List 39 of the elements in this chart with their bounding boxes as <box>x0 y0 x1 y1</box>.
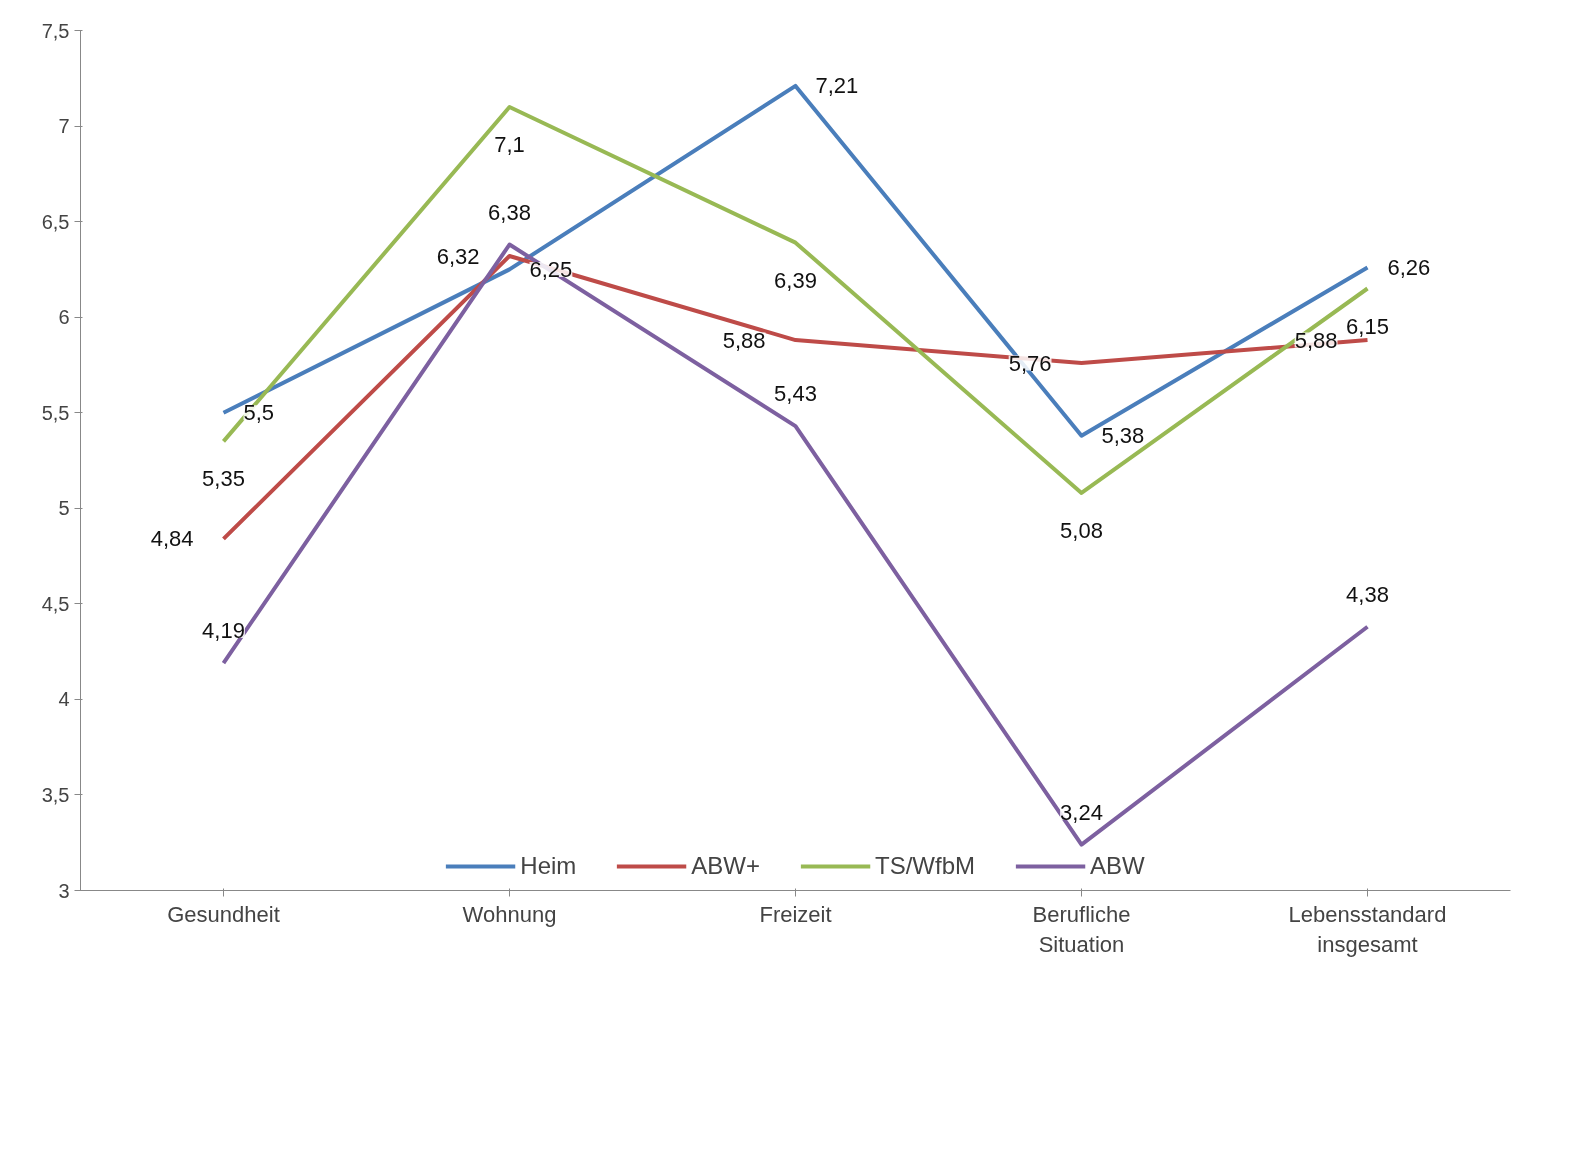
data-label: 5,88 <box>1294 327 1338 353</box>
legend-label: Heim <box>520 852 577 880</box>
data-label: 5,08 <box>1060 517 1103 543</box>
y-tick-label: 6 <box>58 306 70 329</box>
data-label: 6,32 <box>436 243 480 269</box>
data-label: 6,25 <box>529 256 573 282</box>
legend-label: ABW+ <box>691 852 761 880</box>
y-tick-label: 4 <box>58 688 70 711</box>
y-tick-label: 5 <box>58 497 70 520</box>
y-tick-label: 7,5 <box>41 19 70 42</box>
data-label: 4,38 <box>1346 581 1389 607</box>
x-tick-label: Lebensstandard insgesamt <box>1288 901 1447 957</box>
y-tick-label: 3 <box>58 879 70 902</box>
y-tick-label: 5,5 <box>41 401 70 424</box>
y-tick-label: 6,5 <box>41 210 70 233</box>
data-label: 7,1 <box>494 131 525 157</box>
x-tick-label: Berufliche Situation <box>1032 901 1131 957</box>
y-tick-label: 7 <box>58 115 70 138</box>
legend-label: ABW <box>1090 852 1145 880</box>
legend-label: TS/WfbM <box>875 852 976 880</box>
data-label: 6,39 <box>774 267 817 293</box>
data-label: 5,88 <box>722 327 766 353</box>
data-label: 6,26 <box>1387 254 1431 280</box>
data-label: 5,76 <box>1008 350 1052 376</box>
data-label: 5,35 <box>202 466 245 492</box>
data-label: 5,43 <box>774 381 817 407</box>
data-label: 3,24 <box>1060 799 1103 825</box>
y-tick-label: 4,5 <box>41 592 70 615</box>
x-tick-label: Gesundheit <box>167 901 280 927</box>
data-label: 4,84 <box>150 526 194 552</box>
data-label: 4,19 <box>202 618 245 644</box>
y-tick-label: 3,5 <box>41 783 70 806</box>
x-tick-label: Wohnung <box>462 901 557 927</box>
data-label: 5,38 <box>1101 423 1145 449</box>
data-label: 7,21 <box>815 73 859 99</box>
data-label: 5,5 <box>243 400 275 426</box>
x-tick-label: Freizeit <box>759 901 832 927</box>
data-label: 6,15 <box>1346 313 1389 339</box>
data-label: 6,38 <box>488 199 531 225</box>
